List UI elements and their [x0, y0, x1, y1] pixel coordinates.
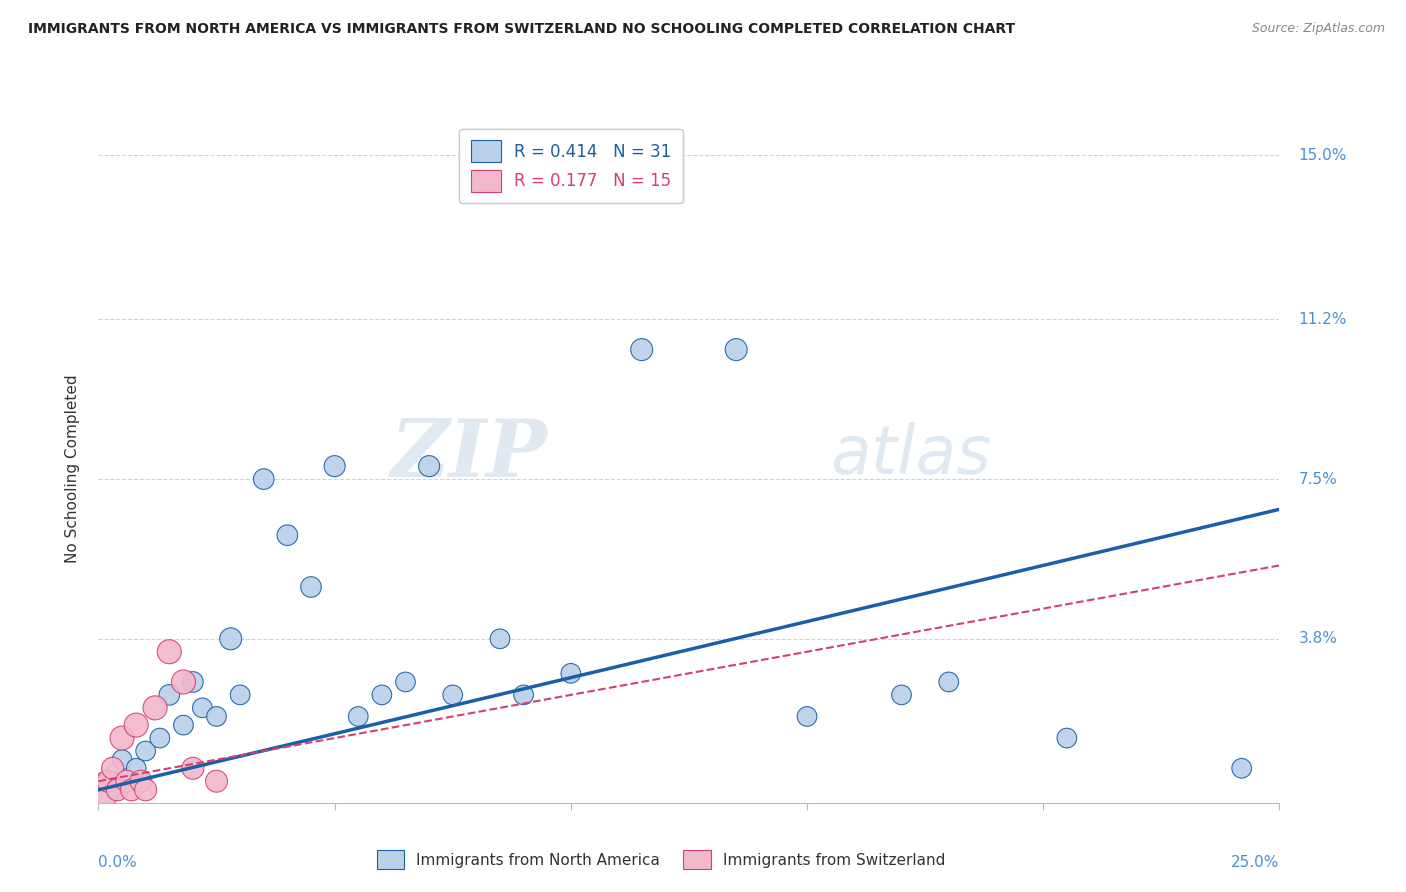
Text: IMMIGRANTS FROM NORTH AMERICA VS IMMIGRANTS FROM SWITZERLAND NO SCHOOLING COMPLE: IMMIGRANTS FROM NORTH AMERICA VS IMMIGRA…: [28, 22, 1015, 37]
Point: [149, 731, 172, 745]
Point: [418, 459, 440, 474]
Point: [205, 774, 228, 789]
Point: [181, 675, 204, 690]
Point: [229, 688, 252, 702]
Point: [371, 688, 394, 702]
Text: 15.0%: 15.0%: [1298, 148, 1347, 163]
Point: [253, 472, 276, 486]
Point: [101, 761, 124, 775]
Text: ZIP: ZIP: [391, 417, 547, 493]
Point: [105, 782, 128, 797]
Point: [796, 709, 818, 723]
Text: 25.0%: 25.0%: [1232, 855, 1279, 870]
Y-axis label: No Schooling Completed: No Schooling Completed: [65, 374, 80, 563]
Point: [630, 343, 652, 357]
Point: [111, 753, 134, 767]
Point: [890, 688, 912, 702]
Point: [91, 782, 114, 797]
Point: [512, 688, 534, 702]
Point: [111, 731, 134, 745]
Text: Source: ZipAtlas.com: Source: ZipAtlas.com: [1251, 22, 1385, 36]
Point: [172, 675, 194, 690]
Text: atlas: atlas: [831, 422, 991, 488]
Text: 3.8%: 3.8%: [1298, 632, 1337, 647]
Point: [129, 774, 152, 789]
Legend: Immigrants from North America, Immigrants from Switzerland: Immigrants from North America, Immigrant…: [370, 844, 952, 875]
Point: [135, 782, 157, 797]
Text: 0.0%: 0.0%: [98, 855, 138, 870]
Point: [125, 761, 148, 775]
Point: [560, 666, 582, 681]
Point: [938, 675, 960, 690]
Point: [181, 761, 204, 775]
Point: [191, 701, 214, 715]
Point: [157, 645, 180, 659]
Point: [725, 343, 748, 357]
Point: [205, 709, 228, 723]
Point: [394, 675, 416, 690]
Point: [121, 782, 143, 797]
Point: [115, 774, 138, 789]
Point: [219, 632, 242, 646]
Point: [172, 718, 194, 732]
Point: [125, 718, 148, 732]
Legend: R = 0.414   N = 31, R = 0.177   N = 15: R = 0.414 N = 31, R = 0.177 N = 15: [458, 128, 683, 203]
Point: [1230, 761, 1253, 775]
Point: [323, 459, 346, 474]
Point: [1056, 731, 1078, 745]
Text: 11.2%: 11.2%: [1298, 312, 1347, 326]
Point: [97, 774, 120, 789]
Point: [347, 709, 370, 723]
Point: [157, 688, 180, 702]
Point: [135, 744, 157, 758]
Point: [276, 528, 298, 542]
Point: [489, 632, 512, 646]
Point: [143, 701, 166, 715]
Point: [299, 580, 322, 594]
Text: 7.5%: 7.5%: [1298, 472, 1337, 487]
Point: [441, 688, 464, 702]
Point: [101, 774, 124, 789]
